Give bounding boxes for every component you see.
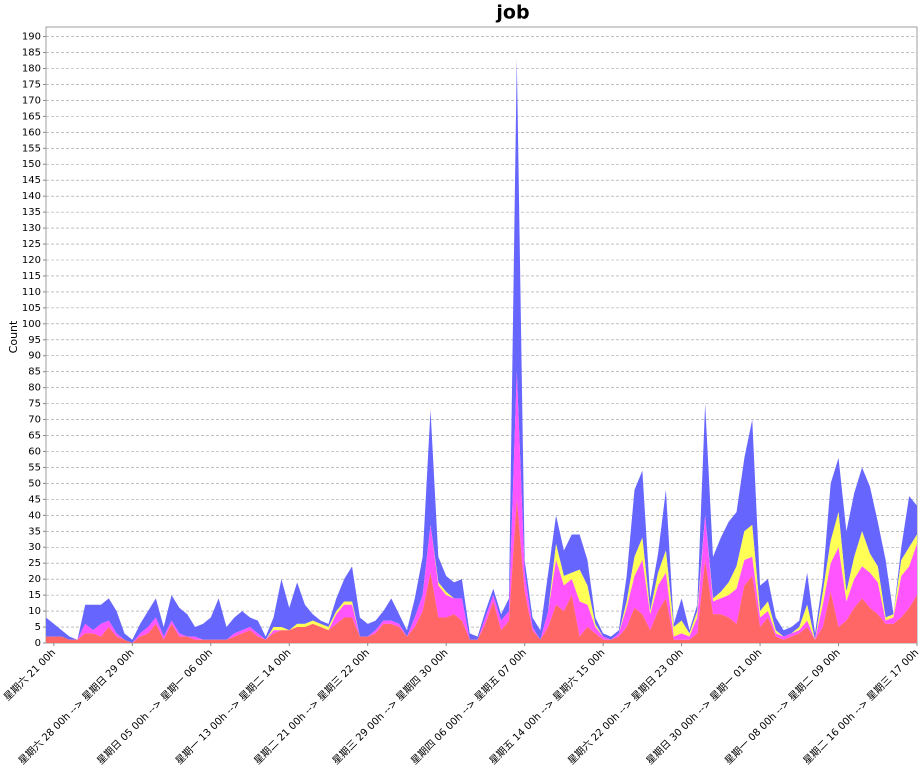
y-tick-label: 175 (22, 79, 41, 90)
y-tick-label: 50 (28, 478, 41, 489)
y-tick-label: 125 (22, 239, 41, 250)
y-tick-label: 55 (28, 462, 41, 473)
y-tick-label: 110 (22, 287, 41, 298)
y-tick-label: 65 (28, 431, 41, 442)
y-tick-label: 5 (35, 622, 41, 633)
y-tick-label: 190 (22, 32, 41, 43)
y-tick-label: 90 (28, 351, 41, 362)
y-tick-label: 180 (22, 63, 41, 74)
y-tick-label: 145 (22, 175, 41, 186)
y-tick-label: 140 (22, 191, 41, 202)
y-tick-label: 105 (22, 303, 41, 314)
y-tick-label: 45 (28, 494, 41, 505)
y-tick-label: 85 (28, 367, 41, 378)
y-tick-label: 170 (22, 95, 41, 106)
y-tick-label: 60 (28, 446, 41, 457)
y-tick-label: 0 (35, 638, 41, 649)
y-tick-label: 40 (28, 510, 41, 521)
y-tick-label: 30 (28, 542, 41, 553)
y-tick-label: 100 (22, 319, 41, 330)
y-tick-label: 75 (28, 399, 41, 410)
y-tick-label: 35 (28, 526, 41, 537)
y-tick-label: 115 (22, 271, 41, 282)
y-axis-label: Count (7, 320, 20, 353)
y-tick-label: 120 (22, 255, 41, 266)
y-tick-label: 10 (28, 606, 41, 617)
plot-area (45, 26, 918, 644)
y-tick-label: 150 (22, 159, 41, 170)
y-tick-label: 70 (28, 415, 41, 426)
y-tick-label: 95 (28, 335, 41, 346)
y-tick-label: 160 (22, 127, 41, 138)
y-tick-label: 165 (22, 111, 41, 122)
y-tick-label: 25 (28, 558, 41, 569)
y-tick-label: 155 (22, 143, 41, 154)
y-tick-label: 135 (22, 207, 41, 218)
chart-title: job (495, 2, 529, 24)
y-tick-label: 185 (22, 48, 41, 59)
y-tick-label: 80 (28, 383, 41, 394)
area (46, 499, 917, 643)
x-tick-label: 星期六 21 00h (1, 647, 58, 704)
y-tick-label: 15 (28, 590, 41, 601)
y-tick-label: 130 (22, 223, 41, 234)
y-tick-label: 20 (28, 574, 41, 585)
